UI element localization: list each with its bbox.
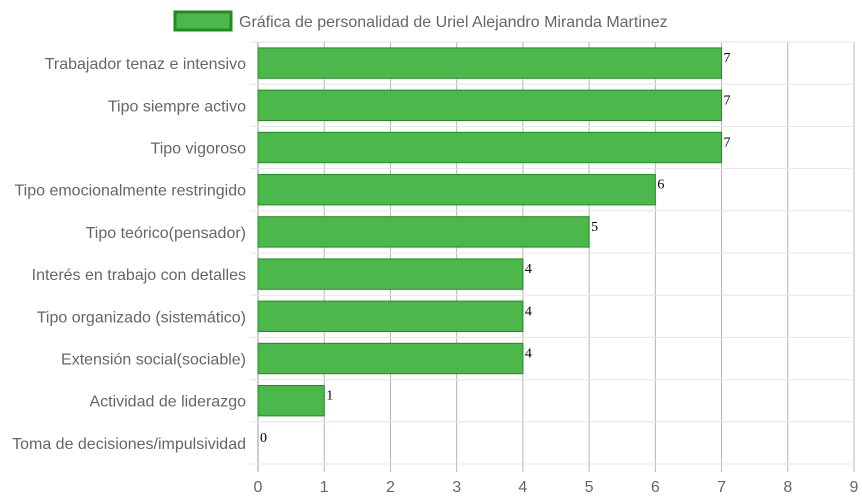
value-label: 6 bbox=[657, 178, 664, 193]
category-label: Tipo teórico(pensador) bbox=[86, 225, 246, 242]
bar[interactable] bbox=[257, 89, 723, 121]
x-tick-label: 1 bbox=[320, 479, 329, 496]
value-label: 1 bbox=[326, 389, 333, 404]
x-tick-label: 7 bbox=[717, 479, 726, 496]
value-label: 4 bbox=[525, 304, 532, 319]
value-label: 5 bbox=[591, 220, 598, 235]
bar[interactable] bbox=[257, 216, 590, 248]
value-label: 7 bbox=[724, 136, 731, 151]
category-label: Actividad de liderazgo bbox=[89, 394, 246, 411]
category-labels: Trabajador tenaz e intensivo Tipo siempre… bbox=[12, 56, 246, 453]
bar[interactable] bbox=[257, 131, 723, 164]
bar[interactable] bbox=[257, 300, 524, 332]
bars bbox=[257, 47, 723, 417]
x-tick-label: 5 bbox=[585, 479, 594, 496]
x-tick-label: 8 bbox=[783, 479, 792, 496]
value-label: 4 bbox=[525, 347, 532, 362]
bar[interactable] bbox=[257, 385, 325, 417]
x-tick-label: 2 bbox=[386, 479, 395, 496]
value-label: 0 bbox=[260, 431, 267, 446]
category-label: Extensión social(sociable) bbox=[61, 352, 246, 369]
value-labels: 7 7 7 6 5 4 4 4 1 0 bbox=[260, 51, 731, 446]
category-label: Interés en trabajo con detalles bbox=[32, 267, 246, 284]
bar[interactable] bbox=[257, 258, 524, 290]
legend-swatch bbox=[173, 10, 233, 32]
value-label: 7 bbox=[724, 51, 731, 66]
bar[interactable] bbox=[257, 47, 723, 79]
bar[interactable] bbox=[257, 342, 524, 375]
value-label: 4 bbox=[525, 262, 532, 277]
category-label: Tipo vigoroso bbox=[151, 141, 247, 158]
legend[interactable]: Gráfica de personalidad de Uriel Alejand… bbox=[173, 10, 668, 32]
value-label: 7 bbox=[724, 93, 731, 108]
category-label: Toma de decisiones/impulsividad bbox=[12, 436, 246, 453]
category-label: Tipo siempre activo bbox=[108, 98, 246, 115]
x-tick-label: 3 bbox=[452, 479, 461, 496]
x-axis-ticks: 0 1 2 3 4 5 6 7 8 9 bbox=[254, 479, 859, 496]
bar[interactable] bbox=[257, 174, 656, 206]
x-tick-label: 6 bbox=[651, 479, 660, 496]
category-label: Trabajador tenaz e intensivo bbox=[45, 56, 246, 73]
x-tick-label: 0 bbox=[254, 479, 263, 496]
category-label: Tipo emocionalmente restringido bbox=[14, 183, 246, 200]
x-tick-label: 4 bbox=[518, 479, 527, 496]
x-tick-label: 9 bbox=[850, 479, 859, 496]
legend-label: Gráfica de personalidad de Uriel Alejand… bbox=[239, 14, 668, 31]
category-label: Tipo organizado (sistemático) bbox=[37, 309, 246, 326]
